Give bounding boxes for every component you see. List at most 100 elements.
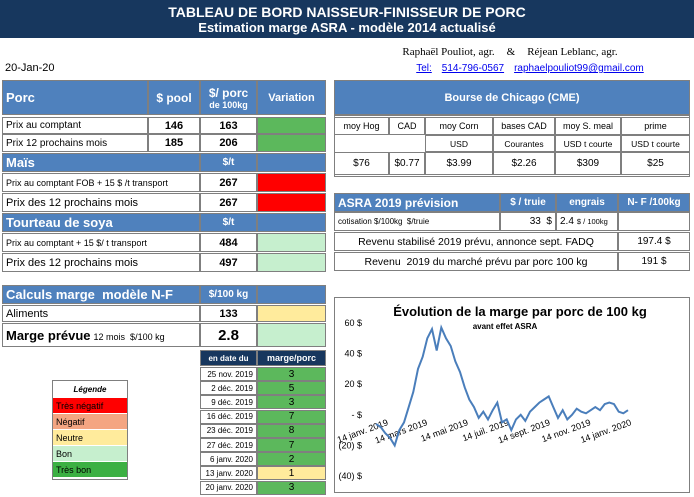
history-header: en date du xyxy=(200,350,257,366)
history-date: 16 déc. 2019 xyxy=(200,409,257,424)
asra-value: 191 $ xyxy=(618,252,690,271)
y-tick-label: 40 $ xyxy=(344,349,362,359)
legend-title: Légende xyxy=(73,384,107,394)
value-cell: 267 xyxy=(200,193,257,212)
x-tick-label: 14 janv. 2020 xyxy=(579,417,633,445)
column-header: $/t xyxy=(200,213,257,232)
chicago-unit: USD xyxy=(425,135,493,152)
legend-item: Très négatif xyxy=(53,398,127,413)
author: Réjean Leblanc, agr. xyxy=(527,46,618,58)
row-label: Prix 12 prochains mois xyxy=(2,134,148,152)
history-value: 8 xyxy=(257,423,326,438)
history-value: 3 xyxy=(257,480,326,495)
row-label: Marge prévue 12 mois $/100 kg xyxy=(2,323,200,347)
x-tick-label: 14 mai 2019 xyxy=(419,417,469,443)
asra-label: Revenu stabilisé 2019 prévu, annonce sep… xyxy=(334,232,618,251)
chart-box xyxy=(334,297,690,493)
row-label: Prix au comptant FOB + 15 $ /t transport xyxy=(2,173,200,192)
value-cell: 146 xyxy=(148,117,200,134)
row-label-main: Marge prévue xyxy=(6,328,91,343)
chicago-label: bases CAD xyxy=(493,117,555,135)
column-header: $/100 kg xyxy=(200,285,257,304)
history-date: 20 janv. 2020 xyxy=(200,480,257,495)
chicago-unit: USD t courte xyxy=(555,135,621,152)
history-value: 7 xyxy=(257,409,326,424)
chicago-value: $309 xyxy=(555,152,621,175)
email: raphaelpouliot99@gmail.com xyxy=(514,63,644,74)
chicago-unit: Courantes xyxy=(493,135,555,152)
variation-cell xyxy=(257,305,326,322)
legend-box xyxy=(52,380,128,480)
asra-empty xyxy=(618,212,690,231)
legend-item: Bon xyxy=(53,446,127,461)
chicago-value: $25 xyxy=(621,152,690,175)
history-value: 1 xyxy=(257,466,326,481)
value-cell: 163 xyxy=(200,117,257,134)
history-date: 23 déc. 2019 xyxy=(200,423,257,438)
asra-value: 2.4 $ / 100kg xyxy=(556,212,618,231)
history-value: 2 xyxy=(257,452,326,467)
y-tick-label: 20 $ xyxy=(344,379,362,389)
y-tick-label: 60 $ xyxy=(344,318,362,328)
variation-cell xyxy=(257,323,326,347)
x-tick-label: 14 janv. 2019 xyxy=(336,417,390,445)
authors: Raphaël Pouliot, agr. & Réjean Leblanc, ag… xyxy=(330,44,690,60)
legend-item: Très bon xyxy=(53,462,127,477)
chicago-value: $76 xyxy=(334,152,389,175)
row-label: Aliments xyxy=(2,305,200,322)
subtitle: Estimation marge ASRA - modèle 2014 actu… xyxy=(198,19,496,35)
chicago-label: prime xyxy=(621,117,690,135)
asra-label: cotisation $/100kg $/truie xyxy=(334,212,500,231)
section-header: Tourteau de soya xyxy=(2,213,200,232)
chicago-value: $3.99 xyxy=(425,152,493,175)
variation-cell xyxy=(257,117,326,134)
variation-cell xyxy=(257,193,326,212)
margin-line xyxy=(375,324,629,448)
column-header: $/t xyxy=(200,153,257,172)
row-label: Prix au comptant xyxy=(2,117,148,134)
column-header: $/ porc de 100kg xyxy=(200,80,257,115)
y-tick-label: - $ xyxy=(351,410,362,420)
x-tick-label: 14 juil. 2019 xyxy=(461,417,510,443)
chicago-label: CAD xyxy=(389,117,425,135)
chart-title: Évolution de la marge par porc de 100 kg xyxy=(393,304,647,319)
header-line: $/ porc xyxy=(208,85,249,100)
section-header: Calculs marge modèle N-F xyxy=(2,285,200,304)
column-header: $ pool xyxy=(148,80,200,115)
history-header: marge/porc xyxy=(257,350,326,366)
asra-engrais: 2.4 xyxy=(560,216,574,227)
history-value: 5 xyxy=(257,381,326,396)
tel-label: Tel: xyxy=(416,63,432,74)
row-label: Prix des 12 prochains mois xyxy=(2,253,200,272)
asra-header: engrais xyxy=(556,193,618,212)
and: & xyxy=(506,46,516,58)
column-header xyxy=(257,213,326,232)
chicago-label: moy Corn xyxy=(425,117,493,135)
asra-header: $ / truie xyxy=(500,193,556,212)
chicago-label: moy Hog xyxy=(334,117,389,135)
history-date: 9 déc. 2019 xyxy=(200,395,257,410)
value-cell: 267 xyxy=(200,173,257,192)
history-date: 27 déc. 2019 xyxy=(200,438,257,452)
chicago-unit: USD t courte xyxy=(621,135,690,152)
history-date: 13 janv. 2020 xyxy=(200,466,257,481)
column-header xyxy=(257,285,326,304)
phone: 514-796-0567 xyxy=(441,63,505,74)
row-label: Prix au comptant + 15 $/ t transport xyxy=(2,233,200,252)
variation-cell xyxy=(257,173,326,192)
variation-cell xyxy=(257,233,326,252)
value-cell: 133 xyxy=(200,305,257,322)
chicago-label: moy S. meal xyxy=(555,117,621,135)
x-tick-label: 14 nov. 2019 xyxy=(540,417,592,444)
chicago-value: $0.77 xyxy=(389,152,425,175)
section-header: Porc xyxy=(2,80,148,115)
column-header xyxy=(257,153,326,172)
variation-cell xyxy=(257,134,326,152)
column-header: Variation xyxy=(257,80,326,115)
history-date: 25 nov. 2019 xyxy=(200,367,257,381)
x-tick-label: 14 mars 2019 xyxy=(374,417,429,445)
row-label: Prix des 12 prochains mois xyxy=(2,193,200,212)
value-cell: 206 xyxy=(200,134,257,152)
header-line: de 100kg xyxy=(209,99,248,110)
